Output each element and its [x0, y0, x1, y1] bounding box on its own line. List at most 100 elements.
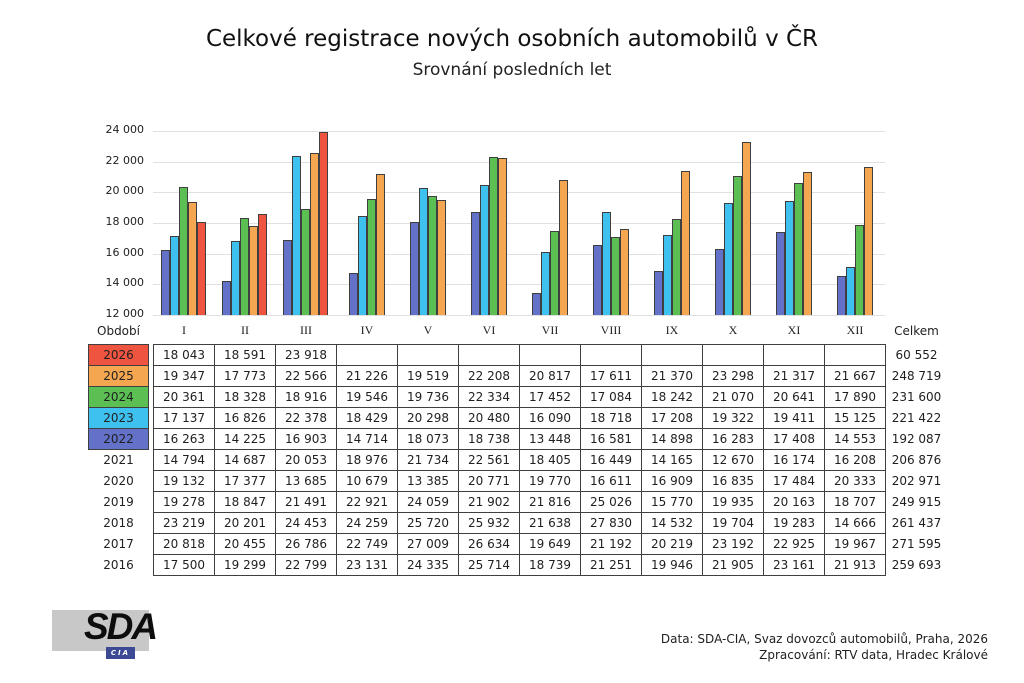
year-cell-2023: 2023	[88, 406, 149, 429]
year-cell-2026: 2026	[88, 343, 149, 366]
bar-2023-V	[418, 188, 428, 315]
bar-2024-IV	[366, 199, 376, 315]
bar-group-X	[702, 131, 763, 315]
bar-2024-III	[301, 209, 310, 315]
month-header-VI: VI	[482, 323, 496, 338]
month-cell-2019-X: 19 935	[702, 490, 764, 513]
month-cell-2016-IX: 19 946	[641, 553, 703, 576]
month-cell-2020-VII: 19 770	[519, 469, 581, 492]
gridline	[153, 254, 885, 255]
total-cell-2024: 231 600	[891, 389, 942, 404]
total-cell-2026: 60 552	[895, 347, 938, 362]
month-cell-2022-X: 16 283	[702, 427, 764, 450]
y-axis-tick-label: 24 000	[105, 123, 145, 136]
month-cell-2019-XI: 20 163	[763, 490, 825, 513]
bar-2025-V	[436, 200, 446, 315]
month-cell-2021-XII: 16 208	[824, 448, 886, 471]
bar-2022-IV	[348, 273, 358, 315]
month-cell-2016-XI: 23 161	[763, 553, 825, 576]
month-cell-2019-VIII: 25 026	[580, 490, 642, 513]
month-cell-2025-IX: 21 370	[641, 364, 703, 387]
month-cell-2020-XI: 17 484	[763, 469, 825, 492]
month-header-XI: XI	[787, 323, 801, 338]
bar-2024-VIII	[610, 237, 620, 315]
month-cell-2025-I: 19 347	[153, 364, 215, 387]
month-cell-2022-IV: 14 714	[336, 427, 398, 450]
y-axis-tick-label: 14 000	[105, 276, 145, 289]
month-cell-2023-IX: 17 208	[641, 406, 703, 429]
month-cell-2019-VII: 21 816	[519, 490, 581, 513]
page-subtitle: Srovnání posledních let	[412, 60, 612, 80]
year-cell-2018: 2018	[103, 515, 134, 530]
bar-2024-X	[732, 176, 742, 315]
bar-2026-II	[258, 214, 267, 315]
month-cell-2021-III: 20 053	[275, 448, 337, 471]
month-cell-2019-III: 21 491	[275, 490, 337, 513]
bar-2025-II	[249, 226, 258, 315]
bar-2025-VII	[558, 180, 568, 315]
page-title: Celkové registrace nových osobních autom…	[205, 26, 819, 52]
month-cell-2016-II: 19 299	[214, 553, 276, 576]
table-row-2018: 2018 23 219 20 201 24 453 24 259 25 720 25 932…	[89, 511, 944, 534]
month-cell-2021-XI: 16 174	[763, 448, 825, 471]
month-cell-2018-XI: 19 283	[763, 511, 825, 534]
month-cell-2020-IV: 10 679	[336, 469, 398, 492]
bar-group-VIII	[580, 131, 641, 315]
gridline	[153, 284, 885, 285]
month-cell-2016-V: 24 335	[397, 553, 459, 576]
year-cell-2019: 2019	[103, 494, 134, 509]
month-cell-2018-VII: 21 638	[519, 511, 581, 534]
month-cell-2018-X: 19 704	[702, 511, 764, 534]
month-cell-2016-VI: 25 714	[458, 553, 520, 576]
total-cell-2025: 248 719	[891, 368, 942, 383]
month-cell-2018-II: 20 201	[214, 511, 276, 534]
month-header-XII: XII	[846, 323, 864, 338]
bar-2023-II	[231, 241, 240, 315]
month-cell-2023-IV: 18 429	[336, 406, 398, 429]
year-cell-2017: 2017	[103, 536, 134, 551]
gridline	[153, 192, 885, 193]
month-cell-2019-XII: 18 707	[824, 490, 886, 513]
month-cell-2023-XII: 15 125	[824, 406, 886, 429]
bar-2025-X	[741, 142, 751, 315]
month-cell-2024-XI: 20 641	[763, 385, 825, 408]
total-cell-2020: 202 971	[891, 473, 942, 488]
month-cell-2020-IX: 16 909	[641, 469, 703, 492]
month-cell-2026-XI	[763, 343, 825, 366]
total-cell-2022: 192 087	[891, 431, 942, 446]
month-cell-2020-VIII: 16 611	[580, 469, 642, 492]
bar-2022-VIII	[592, 245, 602, 315]
gridline	[153, 162, 885, 163]
bar-group-V	[397, 131, 458, 315]
bar-2024-VII	[549, 231, 559, 315]
month-cell-2023-III: 22 378	[275, 406, 337, 429]
bar-group-VI	[458, 131, 519, 315]
table-row-2022: 2022 16 263 14 225 16 903 14 714 18 073 18 738…	[88, 427, 944, 450]
bar-2024-XII	[854, 225, 864, 315]
month-cell-2026-I: 18 043	[153, 343, 215, 366]
month-cell-2019-VI: 21 902	[458, 490, 520, 513]
total-cell-2021: 206 876	[891, 452, 942, 467]
bar-2024-I	[179, 187, 188, 315]
bar-2025-IV	[375, 174, 385, 315]
y-axis-tick-label: 22 000	[105, 154, 145, 167]
bar-2024-V	[427, 196, 437, 315]
month-cell-2022-I: 16 263	[153, 427, 215, 450]
month-cell-2021-I: 14 794	[153, 448, 215, 471]
month-cell-2023-VIII: 18 718	[580, 406, 642, 429]
bar-2023-IX	[662, 235, 672, 315]
bar-2022-II	[222, 281, 231, 315]
gridline	[153, 315, 885, 316]
month-cell-2026-V	[397, 343, 459, 366]
month-cell-2026-XII	[824, 343, 886, 366]
total-cell-2018: 261 437	[891, 515, 942, 530]
month-header-X: X	[728, 323, 738, 338]
month-cell-2021-VI: 22 561	[458, 448, 520, 471]
month-cell-2018-XII: 14 666	[824, 511, 886, 534]
month-header-IX: IX	[665, 323, 679, 338]
bar-2023-I	[170, 236, 179, 315]
gridline	[153, 223, 885, 224]
month-cell-2021-VIII: 16 449	[580, 448, 642, 471]
month-header-II: II	[241, 323, 249, 338]
